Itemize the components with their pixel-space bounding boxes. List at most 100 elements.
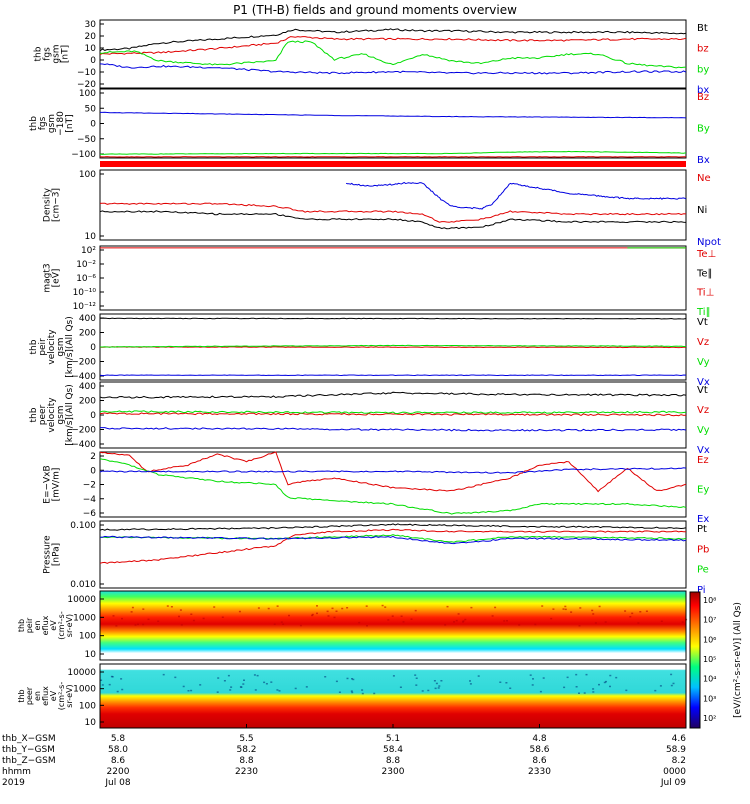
spectrogram-speckle: [258, 607, 260, 609]
legend-Vy: Vy: [697, 425, 710, 436]
legend-Vz: Vz: [697, 405, 709, 416]
series-line-p7-Ey: [100, 459, 686, 514]
spectrogram-speckle: [135, 624, 137, 626]
spectrogram-speckle: [615, 677, 617, 679]
spectrogram-speckle: [266, 683, 268, 685]
ytick-label: 100: [79, 89, 96, 99]
spectrogram-speckle: [351, 690, 353, 692]
spectrogram-speckle: [552, 608, 554, 610]
xaxis-row-label: 2019: [2, 778, 25, 788]
spectrogram-speckle: [494, 607, 496, 609]
ytick-label: −100: [71, 150, 96, 160]
spectrogram-speckle: [400, 687, 402, 689]
spectrogram-speckle: [295, 688, 297, 690]
series-line-p3-Ni: [100, 211, 686, 229]
ytick-label: 100: [79, 170, 96, 180]
spectrogram-speckle: [598, 684, 600, 686]
spectrogram-speckle: [341, 608, 343, 610]
spectrogram-speckle: [199, 684, 201, 686]
spectrogram-speckle: [131, 611, 133, 613]
spectrogram-speckle: [654, 690, 656, 692]
spectrogram-speckle: [316, 605, 318, 607]
spectrogram-speckle: [592, 613, 594, 615]
ytick-label: 200: [79, 397, 96, 407]
ytick-label: −2: [83, 481, 96, 491]
legend-Te∥: Te∥: [696, 268, 713, 279]
spectrogram-speckle: [578, 693, 580, 695]
spectrogram-speckle: [193, 620, 195, 622]
spectrogram-speckle: [242, 683, 244, 685]
spectrogram-speckle: [492, 615, 494, 617]
ytick-label: 0: [90, 466, 96, 476]
spectrogram-speckle: [254, 674, 256, 676]
panel-ylabel-p2: thbfgsgsm−180[nT]: [29, 111, 75, 136]
colorbar-label: [eV/(cm²-s-sr-eV)] (All Qs): [733, 602, 743, 718]
spectrogram-speckle: [434, 680, 436, 682]
spectrogram-speckle: [268, 608, 270, 610]
spectrogram-speckle: [478, 675, 480, 677]
spectrogram-speckle: [328, 615, 330, 617]
spectrogram-speckle: [605, 621, 607, 623]
ytick-label: 400: [79, 314, 96, 324]
spectrogram-speckle: [605, 681, 607, 683]
panel-ylabel-p7: E=−VxB[mV/m]: [43, 465, 62, 503]
ytick-label: 10⁻¹²: [73, 302, 97, 312]
xaxis-tick-label: 5.5: [239, 734, 253, 744]
spectrogram-speckle: [415, 684, 417, 686]
colorbar: [690, 592, 700, 728]
spectrogram-speckle: [591, 610, 593, 612]
xaxis-tick-label: 2230: [235, 767, 258, 777]
panel-ylabel-p1: thbfgsgsm[nT]: [34, 44, 71, 63]
spectrogram-speckle: [609, 686, 611, 688]
spectrogram-speckle: [579, 625, 581, 627]
spectrogram-speckle: [575, 674, 577, 676]
spectrogram-speckle: [543, 677, 545, 679]
spectrogram-speckle: [115, 625, 117, 627]
spectrogram-speckle: [631, 613, 633, 615]
spectrogram-speckle: [362, 693, 364, 695]
series-line-p6-Vx: [100, 428, 686, 431]
spectrogram-speckle: [458, 613, 460, 615]
ytick-label: 10000: [67, 595, 96, 605]
spectrogram-speckle: [563, 608, 565, 610]
xaxis-tick-label: 2300: [382, 767, 405, 777]
xaxis-row-label: thb_X−GSM: [2, 734, 56, 744]
spectrogram-speckle: [469, 680, 471, 682]
legend-Vt: Vt: [697, 385, 708, 396]
spectrogram-speckle: [393, 675, 395, 677]
ytick-label: −400: [71, 372, 96, 382]
spectrogram-speckle: [671, 685, 673, 687]
spectrogram-speckle: [229, 689, 231, 691]
spectrogram-speckle: [347, 678, 349, 680]
series-line-p5-Vx: [100, 375, 686, 376]
spectrogram-speckle: [579, 607, 581, 609]
legend-By: By: [697, 124, 710, 135]
ytick-label: 10⁻⁶: [76, 274, 96, 284]
spectrogram-speckle: [470, 607, 472, 609]
spectrogram-speckle: [453, 621, 455, 623]
spectrogram-speckle: [440, 680, 442, 682]
spectrogram-speckle: [366, 625, 368, 627]
spectrogram-speckle: [336, 611, 338, 613]
series-line-p1-bz: [100, 37, 686, 55]
spectrogram-speckle: [447, 606, 449, 608]
series-line-p1-by: [100, 41, 686, 68]
spectrogram-speckle: [180, 609, 182, 611]
legend-Te⊥: Te⊥: [696, 249, 716, 260]
spectrogram-speckle: [109, 684, 111, 686]
legend-Npot: Npot: [697, 237, 721, 248]
xaxis-tick-label: 5.8: [111, 734, 126, 744]
ytick-label: 50: [85, 104, 97, 114]
spectrogram-speckle: [565, 609, 567, 611]
legend-by: by: [697, 64, 709, 75]
spectrogram-speckle: [102, 684, 104, 686]
xaxis-tick-label: 8.8: [386, 756, 401, 766]
spectrogram-speckle: [270, 681, 272, 683]
spectrogram-speckle: [592, 691, 594, 693]
spectrogram-speckle: [240, 686, 242, 688]
panel-frame-p3: [100, 170, 686, 240]
spectrogram-speckle: [599, 606, 601, 608]
spectrogram-speckle: [279, 690, 281, 692]
legend-Ne: Ne: [697, 173, 711, 184]
ytick-label: 1000: [73, 685, 96, 695]
